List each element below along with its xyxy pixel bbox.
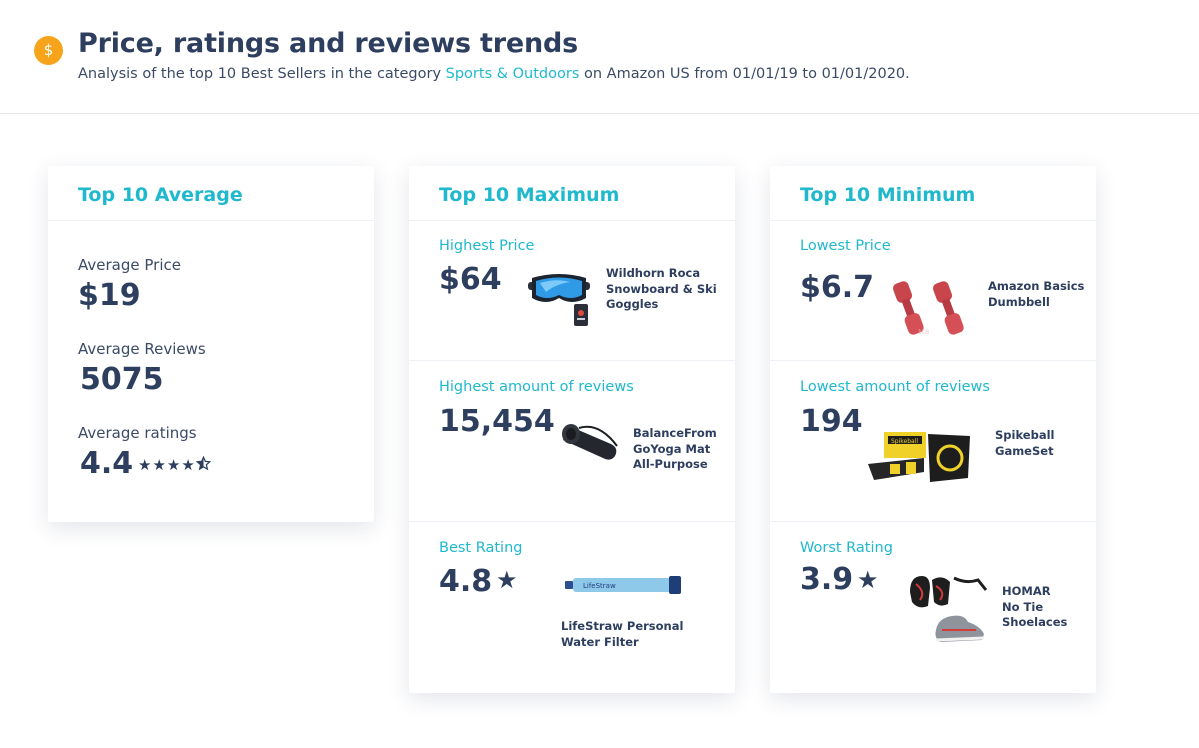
- lowest-price-value: $6.7: [800, 270, 875, 305]
- worst-rating-label: Worst Rating: [800, 540, 893, 556]
- average-price-value: $19: [78, 278, 141, 313]
- water-filter-icon: LifeStraw: [565, 576, 681, 594]
- subtitle-text-pre: Analysis of the top 10 Best Sellers in t…: [78, 66, 446, 82]
- highest-price-value: $64: [439, 262, 502, 297]
- section-divider: [770, 521, 1096, 522]
- highest-reviews-product-name: BalanceFrom GoYoga Mat All-Purpose: [633, 426, 717, 471]
- card-title-average: Top 10 Average: [78, 184, 243, 206]
- rating-stars: ★★★★: [138, 455, 212, 474]
- top10-maximum-card: Top 10 Maximum Highest Price $64 Wildhor…: [409, 166, 735, 693]
- section-divider: [770, 360, 1096, 361]
- category-link[interactable]: Sports & Outdoors: [445, 66, 580, 82]
- average-ratings-label: Average ratings: [78, 424, 197, 442]
- section-divider: [409, 521, 735, 522]
- card-title-minimum: Top 10 Minimum: [800, 184, 976, 206]
- lowest-price-label: Lowest Price: [800, 238, 891, 254]
- spikeball-set-icon: Spikeball: [868, 432, 970, 482]
- lowest-reviews-product-name: Spikeball GameSet: [995, 428, 1055, 458]
- section-divider: [409, 360, 735, 361]
- svg-text:Spikeball: Spikeball: [891, 438, 918, 445]
- card-title-maximum: Top 10 Maximum: [439, 184, 620, 206]
- lowest-price-product-name: Amazon Basics Dumbbell: [988, 279, 1085, 309]
- lowest-reviews-value: 194: [800, 404, 863, 439]
- card-divider: [409, 220, 735, 221]
- card-divider: [770, 220, 1096, 221]
- ski-goggles-icon: [528, 274, 590, 326]
- star-full-icon: ★: [166, 456, 182, 474]
- star-full-icon: ★: [152, 456, 167, 474]
- card-divider: [48, 220, 374, 221]
- star-icon: ★: [496, 566, 518, 594]
- best-rating-label: Best Rating: [439, 540, 523, 556]
- shoelaces-icon: [910, 576, 988, 642]
- star-icon: ★: [857, 566, 879, 594]
- top10-average-card: Top 10 Average Average Price $19 Average…: [48, 166, 374, 522]
- page-title: Price, ratings and reviews trends: [78, 28, 578, 59]
- star-full-icon: ★: [181, 456, 196, 474]
- star-half-icon: [195, 455, 212, 471]
- highest-reviews-value: 15,454: [439, 404, 555, 439]
- highest-price-product-name: Wildhorn Roca Snowboard & Ski Goggles: [606, 266, 717, 311]
- subtitle-text-post: on Amazon US from 01/01/19 to 01/01/2020…: [579, 66, 910, 82]
- best-rating-value: 4.8: [439, 564, 493, 599]
- highest-reviews-label: Highest amount of reviews: [439, 379, 634, 395]
- svg-text:1LB: 1LB: [918, 329, 929, 336]
- yoga-mat-icon: [562, 424, 618, 460]
- average-reviews-value: 5075: [80, 362, 164, 397]
- lowest-reviews-label: Lowest amount of reviews: [800, 379, 990, 395]
- page-subtitle: Analysis of the top 10 Best Sellers in t…: [78, 66, 910, 82]
- average-reviews-label: Average Reviews: [78, 340, 206, 358]
- star-full-icon: ★: [138, 456, 153, 474]
- dumbbell-icon: 1LB: [892, 281, 964, 336]
- dollar-icon: $: [34, 36, 63, 65]
- worst-rating-product-name: HOMAR No Tie Shoelaces: [1002, 584, 1068, 629]
- best-rating-product-name: LifeStraw Personal Water Filter: [561, 619, 684, 649]
- highest-price-label: Highest Price: [439, 238, 535, 254]
- top10-minimum-card: Top 10 Minimum Lowest Price $6.7 1LB Ama…: [770, 166, 1096, 693]
- average-ratings-value: 4.4: [80, 446, 134, 481]
- worst-rating-value: 3.9: [800, 562, 854, 597]
- svg-text:LifeStraw: LifeStraw: [583, 582, 616, 590]
- page-header: $ Price, ratings and reviews trends Anal…: [0, 0, 1199, 114]
- average-price-label: Average Price: [78, 256, 181, 274]
